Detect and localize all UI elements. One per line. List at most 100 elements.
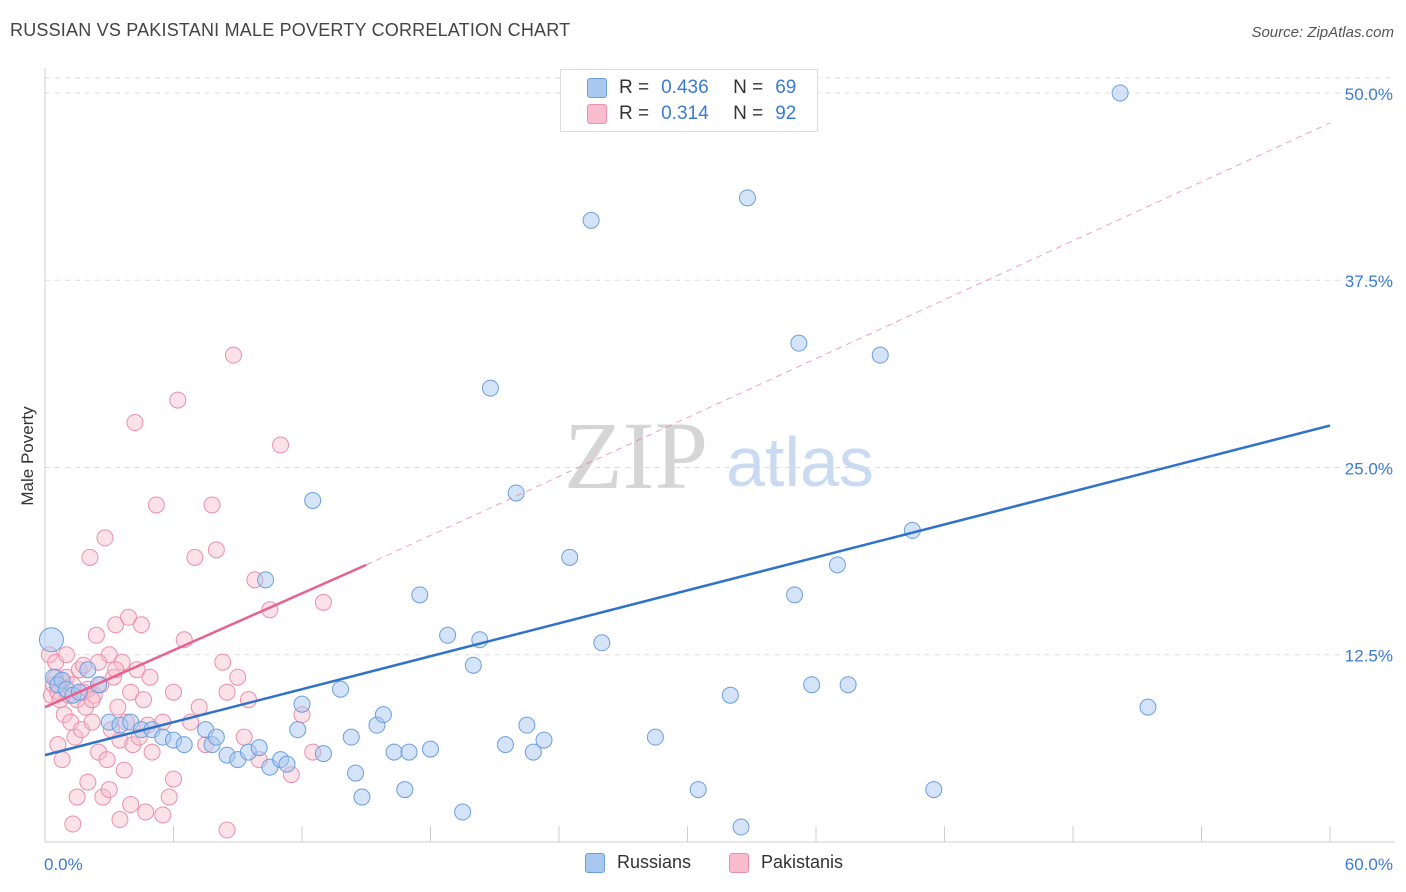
pakistanis-point: [53, 751, 71, 769]
pakistanis-point: [81, 548, 99, 566]
pakistanis-point: [64, 815, 82, 833]
pakistanis-point: [214, 653, 232, 671]
pakistanis-point: [229, 668, 247, 686]
russians-point: [293, 695, 311, 713]
bottom-legend-pakistanis: Pakistanis: [729, 852, 843, 873]
legend-swatch-russians: [587, 78, 607, 98]
pakistanis-point: [132, 616, 150, 634]
pakistanis-point: [120, 608, 138, 626]
russians-point: [524, 743, 542, 761]
legend-row-pakistanis: R = 0.314 N = 92: [587, 103, 796, 125]
legend-r-value: 0.314: [661, 103, 709, 124]
pakistanis-point: [87, 626, 105, 644]
russians-point: [342, 728, 360, 746]
pakistanis-point: [186, 548, 204, 566]
pakistanis-point: [109, 698, 127, 716]
russians-point: [454, 803, 472, 821]
russians-point: [257, 571, 275, 589]
pakistanis-point: [235, 728, 253, 746]
pakistanis-point: [218, 821, 236, 839]
russians-point: [535, 731, 553, 749]
russians-point: [289, 721, 307, 739]
russians-point: [732, 818, 750, 836]
source-label: Source: ZipAtlas.com: [1251, 24, 1394, 41]
watermark-atlas: atlas: [726, 423, 874, 501]
legend-r-label: R =: [619, 103, 650, 124]
legend-n-label: N =: [733, 103, 764, 124]
pakistanis-point: [314, 593, 332, 611]
russians-point: [250, 739, 268, 757]
russians-point: [347, 764, 365, 782]
pakistanis-trend-line: [44, 563, 367, 709]
russians-point: [828, 556, 846, 574]
russians-point: [38, 627, 64, 653]
watermark: ZIP atlas: [564, 402, 874, 509]
russians-point: [175, 736, 193, 754]
russians-trend-line: [44, 424, 1331, 757]
y-tick-label: 50.0%: [1345, 85, 1393, 104]
russians-point: [786, 586, 804, 604]
russians-point: [353, 788, 371, 806]
pakistanis-point: [169, 391, 187, 409]
pakistanis-point: [135, 691, 153, 709]
russians-point: [278, 755, 296, 773]
x-tick-label: 0.0%: [44, 855, 83, 874]
axes: [44, 68, 1395, 843]
russians-point: [871, 346, 889, 364]
legend-r-value: 0.436: [661, 77, 709, 98]
pakistanis-point: [79, 773, 97, 791]
russians-point: [839, 676, 857, 694]
watermark-zip: ZIP: [564, 402, 708, 509]
pakistanis-points: [40, 346, 332, 839]
pakistanis-point: [165, 770, 182, 788]
pakistanis-point: [98, 751, 116, 769]
pakistanis-point: [57, 646, 75, 664]
pakistanis-trend-extension: [366, 122, 1331, 566]
russians-points: [38, 84, 1157, 836]
russians-point: [593, 634, 611, 652]
bottom-legend-swatch-pakistanis: [729, 852, 749, 873]
russians-point: [374, 706, 392, 724]
russians-point: [207, 728, 225, 746]
pakistanis-point: [107, 616, 125, 634]
russians-point: [925, 781, 943, 799]
pakistanis-point: [190, 698, 208, 716]
russians-point: [790, 334, 808, 352]
pakistanis-point: [122, 683, 140, 701]
tick-labels: 12.5% 25.0% 37.5% 50.0% 0.0% 60.0%: [44, 85, 1393, 874]
pakistanis-point: [154, 806, 172, 824]
legend-r-label: R =: [619, 77, 650, 98]
pakistanis-point: [165, 683, 182, 701]
russians-point: [721, 686, 739, 704]
legend-n-label: N =: [733, 77, 764, 98]
pakistanis-point: [272, 436, 290, 454]
legend-row-russians: R = 0.436 N = 69: [587, 77, 796, 99]
russians-point: [385, 743, 403, 761]
bottom-legend-swatch-russians: [585, 852, 605, 873]
y-tick-label: 12.5%: [1345, 647, 1393, 666]
pakistanis-point: [115, 761, 133, 779]
russians-point: [332, 680, 350, 698]
russians-point: [582, 211, 600, 229]
pakistanis-point: [111, 811, 129, 829]
russians-point: [561, 548, 579, 566]
trend-lines: [44, 122, 1331, 757]
pakistanis-point: [224, 346, 242, 364]
bottom-legend-label-russians: Russians: [617, 852, 692, 872]
russians-point: [79, 661, 97, 679]
chart-title: RUSSIAN VS PAKISTANI MALE POVERTY CORREL…: [10, 20, 571, 40]
legend-n-value: 69: [775, 77, 797, 98]
russians-point: [422, 740, 439, 758]
pakistanis-point: [126, 414, 144, 432]
russians-point: [1139, 698, 1157, 716]
grid-lines: [45, 77, 1395, 656]
bottom-legend-label-pakistanis: Pakistanis: [761, 852, 844, 872]
pakistanis-point: [137, 803, 155, 821]
x-tick-label: 60.0%: [1345, 855, 1393, 874]
pakistanis-point: [207, 541, 225, 559]
russians-point: [646, 728, 664, 746]
pakistanis-point: [203, 496, 221, 514]
y-tick-label: 25.0%: [1345, 459, 1393, 478]
russians-point: [518, 716, 536, 734]
